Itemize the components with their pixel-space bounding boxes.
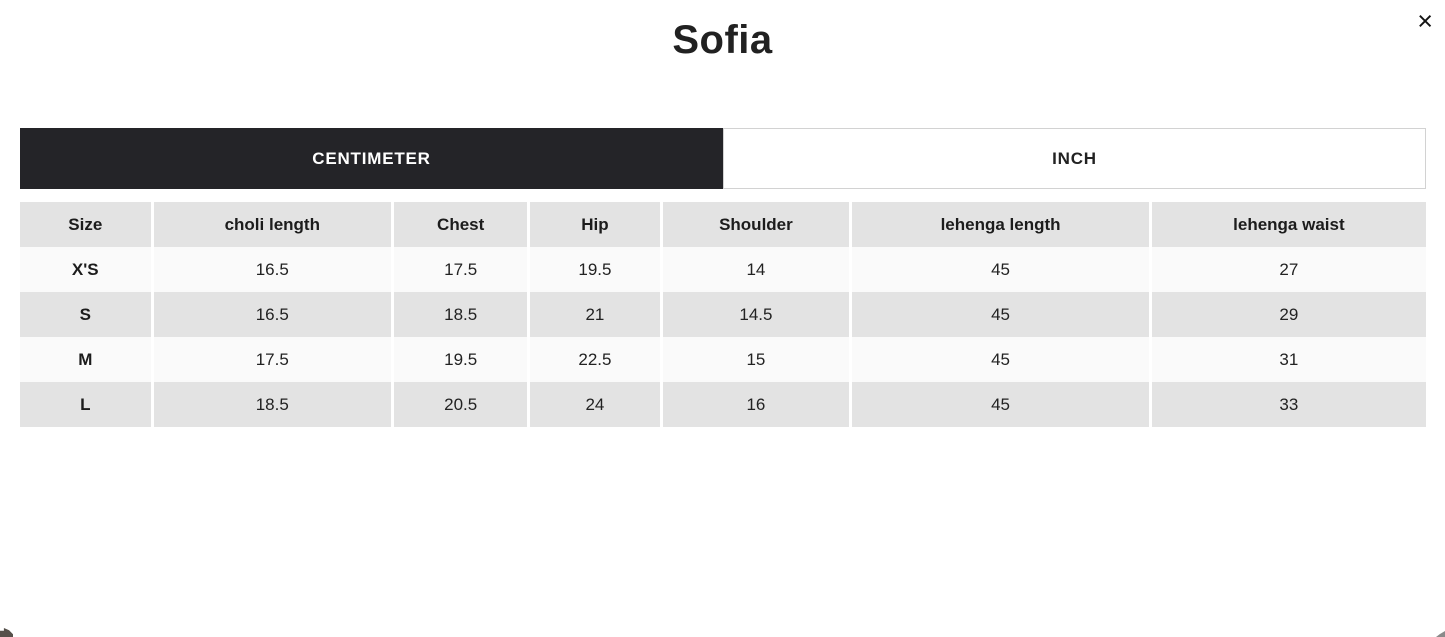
table-row-m: M 17.5 19.5 22.5 15 45 31 — [20, 337, 1426, 383]
size-cell: L — [20, 382, 154, 428]
table-row-l: L 18.5 20.5 24 16 45 33 — [20, 382, 1426, 428]
close-icon[interactable]: × — [1413, 4, 1437, 39]
column-header-size: Size — [20, 202, 154, 248]
table-header-row: Size choli length Chest Hip Shoulder leh… — [20, 202, 1426, 248]
table-cell: 21 — [530, 292, 663, 338]
table-cell: 29 — [1151, 292, 1426, 338]
size-cell: X'S — [20, 247, 154, 293]
table-cell: 27 — [1151, 247, 1426, 293]
tab-inch[interactable]: INCH — [723, 128, 1426, 190]
table-cell: 45 — [852, 382, 1152, 428]
table-cell: 33 — [1151, 382, 1426, 428]
tab-centimeter[interactable]: CENTIMETER — [20, 128, 723, 190]
table-cell: 24 — [530, 382, 663, 428]
table-cell: 17.5 — [393, 247, 531, 293]
table-cell: 22.5 — [530, 337, 663, 383]
table-cell: 18.5 — [153, 382, 394, 428]
size-cell: S — [20, 292, 154, 338]
table-cell: 45 — [852, 292, 1152, 338]
column-header-hip: Hip — [530, 202, 663, 248]
background-artifact — [0, 628, 13, 637]
column-header-lehenga-waist: lehenga waist — [1151, 202, 1426, 248]
unit-tabs: CENTIMETER INCH — [20, 128, 1426, 190]
table-cell: 17.5 — [153, 337, 394, 383]
table-cell: 15 — [662, 337, 853, 383]
table-cell: 19.5 — [530, 247, 663, 293]
column-header-lehenga-length: lehenga length — [852, 202, 1152, 248]
table-cell: 20.5 — [393, 382, 531, 428]
table-cell: 45 — [852, 337, 1152, 383]
size-cell: M — [20, 337, 154, 383]
table-cell: 16 — [662, 382, 853, 428]
column-header-shoulder: Shoulder — [662, 202, 853, 248]
table-cell: 16.5 — [153, 247, 394, 293]
table-cell: 18.5 — [393, 292, 531, 338]
table-cell: 31 — [1151, 337, 1426, 383]
modal-title: Sofia — [672, 18, 773, 62]
size-chart-table: Size choli length Chest Hip Shoulder leh… — [20, 202, 1426, 428]
table-cell: 19.5 — [393, 337, 531, 383]
table-row-s: S 16.5 18.5 21 14.5 45 29 — [20, 292, 1426, 338]
table-cell: 45 — [852, 247, 1152, 293]
table-cell: 16.5 — [153, 292, 394, 338]
column-header-chest: Chest — [393, 202, 531, 248]
table-cell: 14.5 — [662, 292, 853, 338]
column-header-choli-length: choli length — [153, 202, 394, 248]
table-cell: 14 — [662, 247, 853, 293]
background-artifact — [1436, 631, 1445, 637]
table-row-xs: X'S 16.5 17.5 19.5 14 45 27 — [20, 247, 1426, 293]
